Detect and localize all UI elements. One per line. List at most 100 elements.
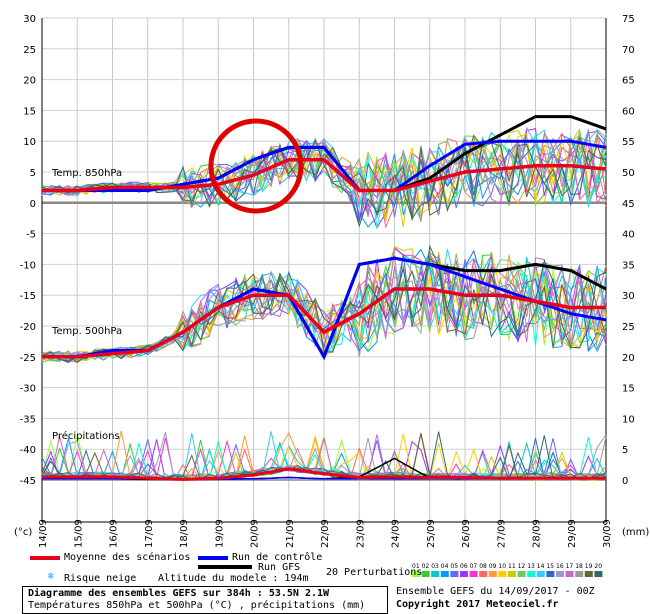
y-right-tick: 70 xyxy=(622,45,635,56)
label-temp-500: Temp. 500hPa xyxy=(51,326,122,337)
y-right-tick: 25 xyxy=(622,322,635,333)
y-left-tick: -20 xyxy=(20,322,36,333)
y-left-tick: -10 xyxy=(20,260,36,271)
legend-pert-swatch xyxy=(584,571,593,577)
y-left-tick: -25 xyxy=(20,353,36,364)
legend-pert-number: 14 xyxy=(537,563,545,570)
legend-pert-number: 04 xyxy=(441,563,449,570)
x-tick-label: 21/09 xyxy=(285,519,296,548)
y-left-tick: 30 xyxy=(23,14,36,25)
legend-pert-swatch xyxy=(498,571,507,577)
legend-pert-number: 17 xyxy=(566,563,574,570)
legend-mean-label: Moyenne des scénarios xyxy=(64,552,191,563)
footer-subtitle: Températures 850hPa et 500hPa (°C) , pré… xyxy=(28,600,366,611)
perturbation-t500 xyxy=(41,249,607,362)
y-right-tick: 50 xyxy=(622,168,635,179)
legend-pert-number: 05 xyxy=(450,563,458,570)
x-tick-label: 18/09 xyxy=(179,519,190,548)
perturbation-t850 xyxy=(41,133,607,215)
y-right-tick: 75 xyxy=(622,14,635,25)
y-right-tick: 15 xyxy=(622,384,635,395)
highlight-circle xyxy=(208,118,304,214)
mean-t500-line xyxy=(42,287,606,359)
y-left-tick: 0 xyxy=(30,199,36,210)
legend-pert-number: 11 xyxy=(508,563,516,570)
y-left-tick: 25 xyxy=(23,45,36,56)
x-tick-label: 16/09 xyxy=(109,519,120,548)
legend-pert-number: 19 xyxy=(585,563,593,570)
snowflake-icon: ❄ xyxy=(48,571,55,582)
perturbation-t500 xyxy=(41,253,607,363)
legend-pert-swatch xyxy=(431,571,440,577)
legend-pert-number: 09 xyxy=(489,563,497,570)
legend-pert-number: 02 xyxy=(422,563,430,570)
legend-pert-number: 16 xyxy=(556,563,564,570)
x-tick-label: 20/09 xyxy=(250,519,261,548)
altitude-label: Altitude du modele : 194m xyxy=(158,573,309,584)
x-tick-label: 23/09 xyxy=(355,519,366,548)
x-tick-label: 27/09 xyxy=(496,519,507,548)
footer-run: Ensemble GEFS du 14/09/2017 - 00Z xyxy=(396,586,595,597)
legend-pert-swatch xyxy=(594,571,603,577)
legend-pert-number: 15 xyxy=(546,563,554,570)
label-temp-850: Temp. 850hPa xyxy=(51,168,122,179)
perturbation-precip xyxy=(41,434,607,481)
y-left-tick: -35 xyxy=(20,414,36,425)
x-tick-label: 19/09 xyxy=(214,519,225,548)
legend-pert-number: 10 xyxy=(498,563,506,570)
legend: 01 02 03 04 05 06 07 08 09 10 11 12 13 14 15 16 17 18 19 20 xyxy=(30,556,603,577)
x-tick-label: 30/09 xyxy=(602,519,613,548)
perturbation-precip xyxy=(41,431,607,481)
legend-pert-swatch xyxy=(469,571,478,577)
legend-perturbations-label: 20 Perturbations xyxy=(326,567,423,578)
legend-pert-swatch xyxy=(508,571,516,577)
y-left-unit: (°c) xyxy=(14,527,32,538)
legend-pert-number: 03 xyxy=(431,563,439,570)
x-tick-label: 22/09 xyxy=(320,519,331,548)
legend-pert-swatch xyxy=(556,571,564,577)
x-tick-label: 29/09 xyxy=(567,519,578,548)
x-tick-label: 26/09 xyxy=(461,519,472,548)
legend-pert-number: 20 xyxy=(594,563,602,570)
legend-pert-number: 08 xyxy=(479,563,487,570)
main-series xyxy=(42,115,607,481)
y-left-tick: 5 xyxy=(30,168,36,179)
y-right-tick: 20 xyxy=(622,353,635,364)
y-left-tick: 10 xyxy=(23,137,36,148)
legend-snow-label: Risque neige xyxy=(64,573,137,584)
x-tick-label: 28/09 xyxy=(532,519,543,548)
y-left-tick: -30 xyxy=(20,384,36,395)
legend-pert-number: 12 xyxy=(518,563,526,570)
legend-pert-swatch xyxy=(575,571,584,577)
y-right-tick: 35 xyxy=(622,260,635,271)
mean-precip-line xyxy=(42,467,606,481)
legend-pert-number: 18 xyxy=(575,563,583,570)
x-tick-label: 14/09 xyxy=(38,519,49,548)
legend-control-label: Run de contrôle xyxy=(232,552,323,563)
x-tick-label: 24/09 xyxy=(391,519,402,548)
legend-pert-swatch xyxy=(536,571,545,577)
y-right-tick: 45 xyxy=(622,199,635,210)
y-left-tick: -15 xyxy=(20,291,36,302)
perturbation-t850 xyxy=(41,129,607,217)
footer-copyright: Copyright 2017 Meteociel.fr xyxy=(396,599,559,610)
y-right-tick: 55 xyxy=(622,137,635,148)
legend-pert-swatch xyxy=(517,571,526,577)
y-right-tick: 60 xyxy=(622,106,635,117)
legend-pert-number: 06 xyxy=(460,563,468,570)
y-right-tick: 0 xyxy=(622,476,628,487)
legend-pert-swatch xyxy=(527,571,536,577)
legend-gfs-label: Run GFS xyxy=(258,562,301,573)
legend-pert-swatch xyxy=(412,571,420,577)
y-left-tick: -5 xyxy=(26,230,36,241)
legend-pert-number: 07 xyxy=(470,563,478,570)
y-left-tick: -40 xyxy=(20,445,36,456)
y-right-tick: 65 xyxy=(622,76,635,87)
legend-pert-swatch xyxy=(450,571,459,577)
y-right-tick: 30 xyxy=(622,291,635,302)
x-tick-label: 15/09 xyxy=(73,519,84,548)
y-right-tick: 10 xyxy=(622,414,635,425)
legend-pert-number: 01 xyxy=(412,563,420,570)
